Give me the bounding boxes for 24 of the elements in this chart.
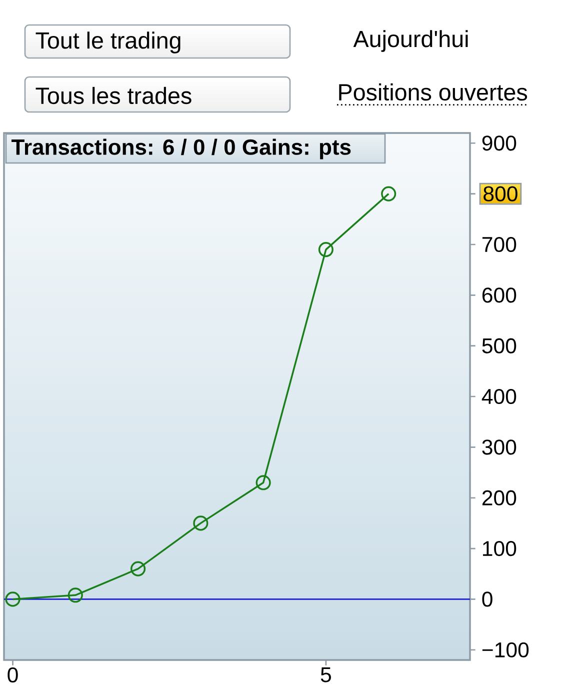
y-tick-label: 200 [482,490,516,506]
text: Tous les trades [36,86,192,104]
point [318,242,334,258]
y-tick-label: 300 [482,440,516,455]
point [130,561,146,576]
y-tick-label: 100 [483,540,516,556]
point [5,592,20,607]
point [256,475,271,490]
text: Positions ouvertes [339,83,528,101]
text: Tout le trading [36,32,180,54]
y-tick-label: 0 [482,592,492,607]
y-tick-label: 500 [482,338,516,354]
y-tick-label: −100 [482,642,529,658]
point [193,516,208,531]
point [381,186,396,202]
text: Aujourd'hui [353,30,468,52]
chart-title: Transactions: 6 / 0 / 0 Gains: pts [12,138,351,160]
point [68,588,83,603]
x-tick-label: 5 [320,667,331,682]
y-tick-label: 600 [482,288,516,303]
y-tick-label: 400 [482,388,516,404]
text: 800 [484,186,518,202]
y-tick-label: 900 [482,136,516,151]
y-tick-label: 700 [482,236,516,252]
